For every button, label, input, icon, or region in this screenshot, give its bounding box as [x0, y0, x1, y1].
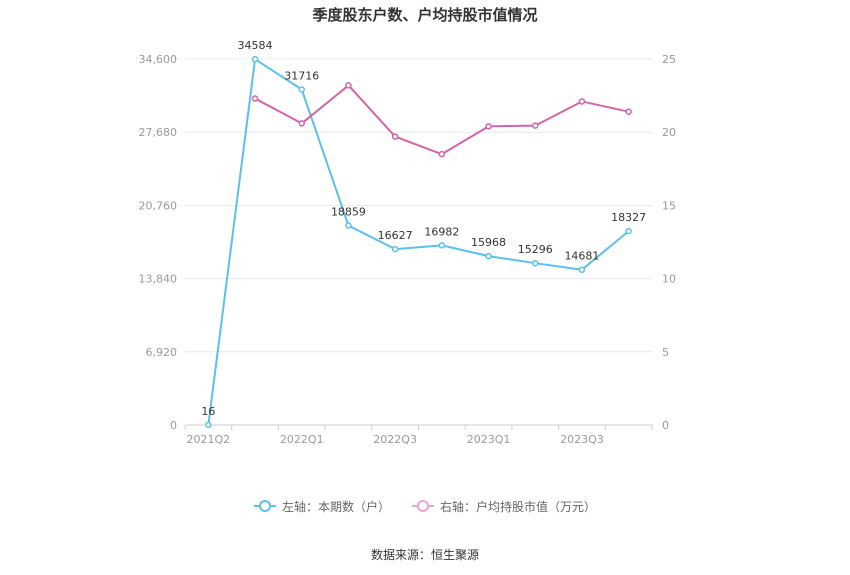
- right-series-point: [532, 122, 539, 129]
- left-axis-tick-label: 13,840: [139, 273, 178, 286]
- x-axis-tick-label: 2023Q1: [467, 433, 511, 446]
- data-source: 数据来源：恒生聚源: [370, 548, 479, 562]
- right-series-point: [485, 123, 492, 130]
- data-label: 18327: [611, 211, 646, 224]
- right-y-axis: 0 5 10 15 20 25: [662, 53, 676, 432]
- left-axis-tick-label: 34,600: [139, 53, 178, 66]
- x-axis: 2021Q2 2022Q1 2022Q3 2023Q1 2023Q3: [184, 424, 653, 446]
- right-axis-tick-label: 20: [662, 126, 676, 139]
- data-label: 16627: [378, 229, 413, 242]
- right-series-point: [578, 98, 586, 105]
- legend-item-right-series[interactable]: 右轴：户均持股市值（万元）: [412, 498, 596, 515]
- grid-lines: [185, 58, 652, 426]
- right-axis-tick-label: 0: [662, 419, 669, 432]
- data-label: 16982: [424, 225, 459, 238]
- left-axis-tick-label: 0: [170, 419, 177, 432]
- left-series-point: [625, 227, 632, 235]
- data-label: 14681: [564, 250, 599, 263]
- left-y-axis: 0 6,920 13,840 20,760 27,680 34,600: [139, 53, 178, 432]
- right-series-point: [625, 108, 632, 115]
- right-axis-tick-label: 5: [662, 346, 669, 359]
- legend-swatch-right: [412, 500, 434, 512]
- data-label: 31716: [284, 70, 319, 83]
- legend-item-left-series[interactable]: 左轴：本期数（户）: [253, 498, 390, 515]
- data-label: 15968: [471, 236, 506, 249]
- left-series-point: [532, 259, 539, 267]
- right-series-point: [345, 82, 352, 89]
- legend-swatch-left: [253, 500, 276, 512]
- chart-legend: 左轴：本期数（户） 右轴：户均持股市值（万元）: [0, 497, 850, 515]
- right-series-point: [251, 95, 259, 102]
- x-axis-tick-label: 2022Q1: [280, 433, 324, 446]
- legend-label-left: 左轴：本期数（户）: [281, 499, 390, 514]
- data-label: 16: [201, 405, 215, 418]
- right-series-point: [298, 120, 305, 127]
- left-series-point: [485, 252, 492, 260]
- right-axis-tick-label: 15: [662, 199, 676, 212]
- left-axis-tick-label: 27,680: [139, 126, 178, 139]
- right-series-point: [391, 133, 399, 140]
- left-series-point: [205, 421, 212, 429]
- left-axis-tick-label: 20,760: [139, 199, 178, 212]
- left-series-line: [207, 58, 630, 425]
- left-series-point: [345, 222, 352, 229]
- data-label: 18859: [331, 206, 366, 219]
- right-axis-tick-label: 10: [662, 273, 676, 286]
- x-axis-tick-label: 2023Q3: [560, 433, 604, 446]
- left-axis-tick-label: 6,920: [146, 346, 178, 359]
- chart-title: 季度股东户数、户均持股市值情况: [312, 6, 538, 24]
- data-labels: 16 34584 31716 18859 16627 16982 15968 15296 146…: [201, 39, 646, 418]
- right-axis-tick-label: 25: [662, 53, 676, 66]
- left-series-point: [438, 242, 446, 249]
- data-label: 15296: [518, 243, 553, 256]
- x-axis-tick-label: 2022Q3: [373, 433, 417, 446]
- x-axis-tick-label: 2021Q2: [187, 433, 231, 446]
- left-series-point: [251, 55, 259, 63]
- legend-label-right: 右轴：户均持股市值（万元）: [440, 499, 597, 514]
- series-lines: [205, 55, 632, 429]
- left-series-point: [391, 245, 399, 253]
- data-label: 34584: [238, 39, 273, 52]
- left-series-point: [578, 266, 586, 273]
- right-series-point: [438, 150, 446, 158]
- left-series-point: [298, 86, 305, 93]
